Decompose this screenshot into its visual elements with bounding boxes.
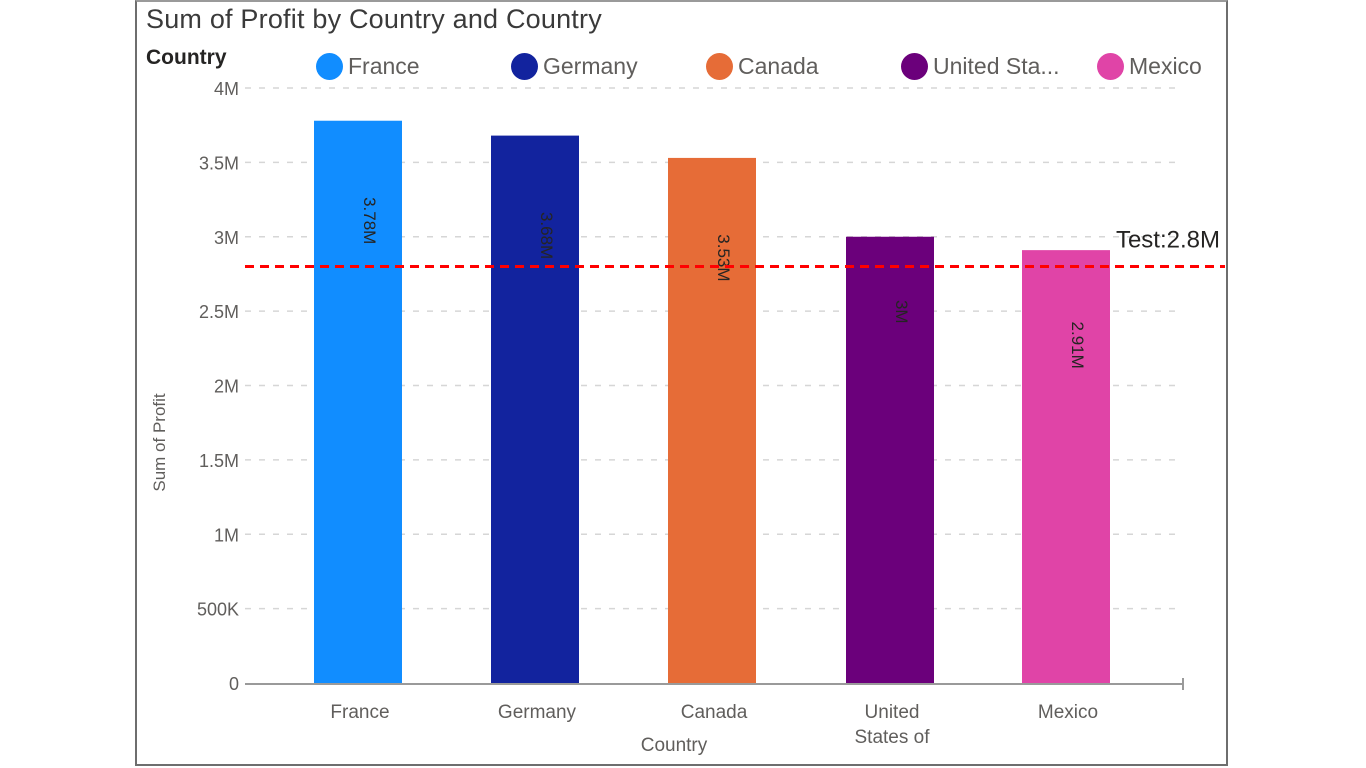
legend-item-germany[interactable]: Germany (511, 52, 638, 80)
data-label: 2.91M (1068, 322, 1087, 369)
bar-united-states-of-america (846, 236, 934, 683)
reference-line-label: Test:2.8M (1116, 227, 1220, 254)
y-tick-label: 500K (197, 600, 239, 620)
x-tick-label: France (330, 702, 389, 723)
legend-item-mexico[interactable]: Mexico (1097, 52, 1202, 80)
legend-marker (1097, 52, 1124, 80)
legend-label: France (348, 52, 420, 79)
bar-france (314, 120, 402, 684)
legend-label: Mexico (1129, 52, 1202, 79)
y-tick-label: 4M (214, 79, 239, 99)
x-tick-label: Germany (498, 702, 577, 723)
x-tick-label: United (865, 702, 920, 723)
data-label: 3.53M (714, 234, 733, 281)
bar-canada (668, 157, 756, 684)
y-tick-label: 1M (214, 525, 239, 545)
legend-marker (511, 52, 538, 80)
y-tick-label: 0 (229, 674, 239, 694)
y-tick-label: 3.5M (199, 153, 239, 173)
legend-label: United Sta... (933, 52, 1060, 79)
y-tick-label: 1.5M (199, 451, 239, 471)
legend-item-france[interactable]: France (316, 52, 420, 80)
legend-item-united-states[interactable]: United Sta... (901, 52, 1060, 80)
y-tick-label: 2.5M (199, 302, 239, 322)
legend-title: Country (146, 46, 227, 69)
data-label: 3M (892, 300, 911, 324)
x-axis-title: Country (641, 735, 708, 756)
legend-marker (706, 52, 733, 80)
data-label: 3.68M (537, 212, 556, 259)
bar-mexico (1022, 250, 1110, 683)
x-tick-label: Canada (681, 702, 748, 723)
x-tick-label: Mexico (1038, 702, 1098, 723)
legend-marker (901, 52, 928, 80)
data-label: 3.78M (360, 197, 379, 244)
chart-title: Sum of Profit by Country and Country (146, 4, 602, 34)
x-tick-label: States of (855, 727, 931, 748)
bar-germany (491, 135, 579, 684)
y-tick-label: 2M (214, 377, 239, 397)
y-tick-label: 3M (214, 228, 239, 248)
legend-marker (316, 52, 343, 80)
legend-item-canada[interactable]: Canada (706, 52, 819, 80)
y-axis-title: Sum of Profit (150, 393, 169, 492)
legend-label: Germany (543, 52, 638, 79)
legend-label: Canada (738, 52, 819, 79)
